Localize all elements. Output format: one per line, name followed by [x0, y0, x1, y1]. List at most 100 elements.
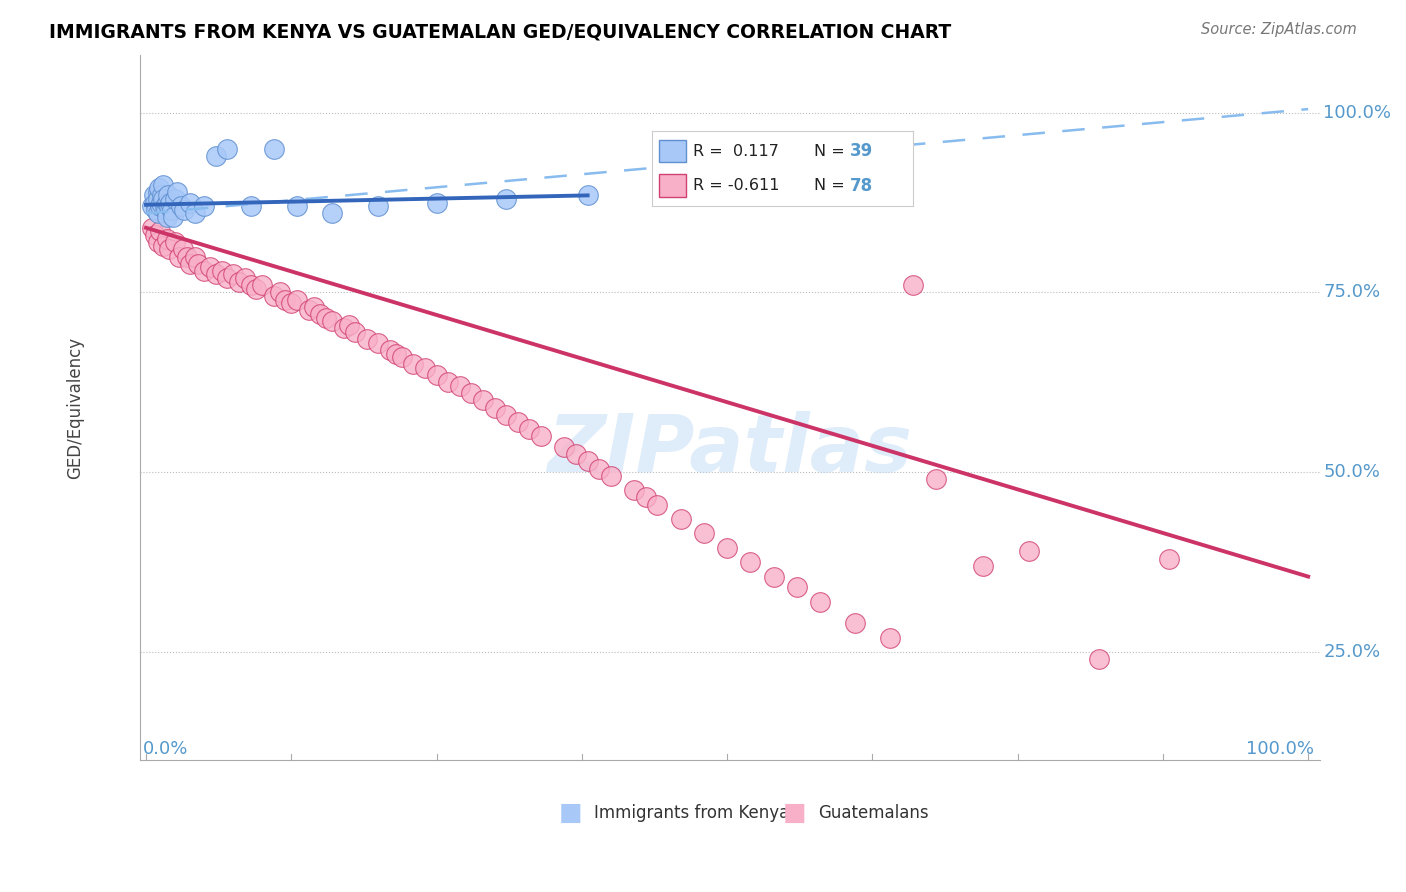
Text: 0.0%: 0.0%	[142, 740, 188, 758]
Point	[141, 220, 163, 235]
Text: 25.0%: 25.0%	[1323, 643, 1381, 661]
Point	[157, 199, 180, 213]
Point	[146, 206, 169, 220]
Text: 50.0%: 50.0%	[1323, 463, 1381, 482]
Point	[285, 293, 308, 307]
Point	[152, 238, 174, 252]
Point	[155, 202, 177, 217]
Point	[740, 555, 762, 569]
Point	[146, 192, 169, 206]
Text: 100.0%: 100.0%	[1323, 103, 1392, 121]
Point	[367, 199, 389, 213]
Point	[344, 325, 367, 339]
Point	[647, 498, 669, 512]
Point	[157, 243, 180, 257]
Point	[506, 415, 529, 429]
Point	[280, 296, 302, 310]
Point	[184, 250, 207, 264]
Point	[879, 631, 901, 645]
Point	[204, 268, 226, 282]
Point	[385, 346, 408, 360]
Point	[239, 199, 262, 213]
Point	[484, 401, 506, 415]
Point	[623, 483, 645, 498]
Point	[425, 368, 447, 383]
Point	[143, 227, 166, 242]
Point	[263, 142, 285, 156]
Point	[356, 332, 378, 346]
Point	[391, 350, 413, 364]
Point	[250, 278, 273, 293]
Point	[315, 310, 337, 325]
Text: ZIPatlas: ZIPatlas	[547, 411, 912, 489]
Point	[449, 379, 471, 393]
Point	[669, 512, 692, 526]
Point	[148, 181, 170, 195]
Point	[274, 293, 297, 307]
Point	[263, 289, 285, 303]
Point	[762, 569, 785, 583]
Point	[211, 264, 233, 278]
Point	[808, 595, 831, 609]
Point	[402, 358, 425, 372]
Point	[141, 199, 163, 213]
Point	[1018, 544, 1040, 558]
Point	[166, 185, 188, 199]
Point	[460, 386, 482, 401]
Point	[150, 188, 173, 202]
Point	[925, 473, 948, 487]
Point	[228, 275, 250, 289]
Point	[239, 278, 262, 293]
Point	[786, 580, 808, 594]
Point	[162, 210, 184, 224]
Point	[576, 454, 599, 468]
Text: Source: ZipAtlas.com: Source: ZipAtlas.com	[1201, 22, 1357, 37]
Point	[179, 257, 201, 271]
Point	[167, 250, 190, 264]
Point	[321, 314, 343, 328]
Point	[599, 468, 621, 483]
Point	[149, 199, 172, 213]
Point	[149, 224, 172, 238]
Point	[298, 303, 321, 318]
Text: 100.0%: 100.0%	[1246, 740, 1315, 758]
Point	[179, 195, 201, 210]
Point	[304, 300, 326, 314]
Text: GED/Equivalency: GED/Equivalency	[66, 336, 84, 479]
Point	[378, 343, 401, 357]
Point	[172, 243, 194, 257]
Point	[156, 195, 179, 210]
Point	[693, 526, 716, 541]
Point	[901, 278, 924, 293]
Point	[193, 199, 215, 213]
Point	[285, 199, 308, 213]
Point	[160, 202, 183, 217]
Point	[553, 440, 575, 454]
Point	[217, 271, 239, 285]
Text: Guatemalans: Guatemalans	[818, 804, 929, 822]
Point	[565, 447, 588, 461]
Point	[530, 429, 553, 443]
Point	[156, 210, 179, 224]
Point	[233, 271, 256, 285]
Point	[198, 260, 221, 275]
Point	[159, 195, 181, 210]
Point	[193, 264, 215, 278]
Point	[972, 558, 994, 573]
Point	[222, 268, 245, 282]
Point	[495, 408, 517, 422]
Point	[217, 142, 239, 156]
Point	[145, 202, 167, 217]
Point	[716, 541, 738, 555]
Point	[309, 307, 332, 321]
Text: IMMIGRANTS FROM KENYA VS GUATEMALAN GED/EQUIVALENCY CORRELATION CHART: IMMIGRANTS FROM KENYA VS GUATEMALAN GED/…	[49, 22, 952, 41]
Point	[152, 178, 174, 192]
Text: ■: ■	[783, 801, 807, 825]
Text: Immigrants from Kenya: Immigrants from Kenya	[595, 804, 790, 822]
Point	[150, 195, 173, 210]
Point	[332, 321, 354, 335]
Point	[163, 192, 186, 206]
Point	[321, 206, 343, 220]
Point	[269, 285, 291, 300]
Point	[1088, 652, 1111, 666]
